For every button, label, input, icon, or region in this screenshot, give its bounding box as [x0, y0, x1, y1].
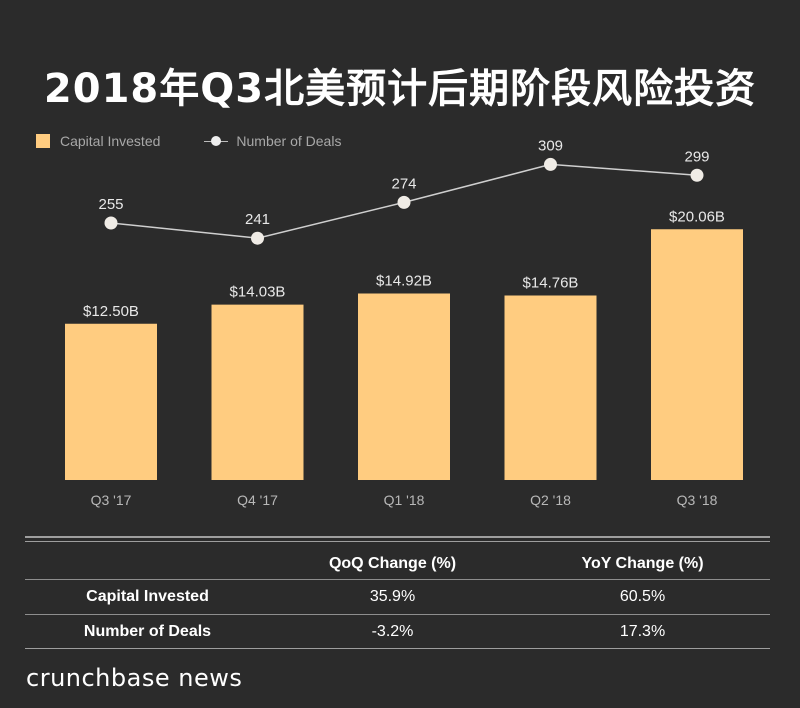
x-tick-label: Q3 '17	[91, 492, 132, 508]
bar-data-label: $14.76B	[523, 275, 579, 292]
legend-bar-swatch	[36, 134, 50, 148]
table-cell-yoy: 17.3%	[619, 623, 666, 640]
legend-line-marker-icon	[204, 134, 229, 148]
legend-line-label: Number of Deals	[236, 133, 342, 149]
deals-point	[690, 168, 704, 182]
deals-data-label: 255	[98, 196, 123, 213]
table-row: Capital Invested 35.9% 60.5%	[25, 580, 770, 615]
deals-data-label: 309	[538, 137, 563, 154]
table-cell-qoq: -3.2%	[371, 623, 414, 640]
bar-data-label: $20.06B	[669, 208, 725, 225]
table-row: Number of Deals -3.2% 17.3%	[25, 615, 770, 649]
table-header-yoy: YoY Change (%)	[581, 554, 704, 572]
deals-point	[397, 195, 411, 209]
table-cell-qoq: 35.9%	[369, 588, 416, 605]
x-tick-label: Q2 '18	[530, 492, 571, 508]
bar-data-label: $14.03B	[230, 284, 286, 301]
bar	[651, 229, 743, 480]
table-header-qoq: QoQ Change (%)	[328, 554, 457, 572]
bar-data-label: $14.92B	[376, 273, 432, 290]
table-row-label: Number of Deals	[83, 623, 212, 640]
deals-data-label: 299	[684, 148, 709, 165]
bar	[211, 304, 304, 480]
brand-logo-text: crunchbase news	[26, 664, 243, 692]
deals-data-label: 274	[391, 175, 416, 192]
deals-point	[104, 216, 118, 230]
table-top-rule	[25, 536, 770, 538]
legend-bar-label: Capital Invested	[60, 133, 161, 149]
change-table: QoQ Change (%) YoY Change (%) Capital In…	[25, 548, 770, 649]
table-top-rule-thin	[25, 541, 770, 542]
table-header-row: QoQ Change (%) YoY Change (%)	[25, 548, 770, 580]
table-cell-yoy: 60.5%	[619, 588, 666, 605]
chart-legend: Capital Invested Number of Deals	[36, 133, 341, 149]
table-bottom-rule	[25, 648, 770, 649]
x-tick-label: Q4 '17	[237, 492, 278, 508]
x-tick-label: Q1 '18	[384, 492, 425, 508]
table-row-label: Capital Invested	[86, 588, 209, 605]
x-tick-label: Q3 '18	[677, 492, 718, 508]
combo-chart: $12.50B $14.03B $14.92B $14.76B $20.06B Q3 '1…	[65, 137, 743, 508]
chart-title: 2018年Q3北美预计后期阶段风险投资	[43, 66, 757, 112]
bar	[504, 295, 597, 480]
bar	[358, 293, 450, 480]
deals-point	[251, 231, 264, 245]
deals-point	[544, 157, 557, 171]
deals-data-label: 241	[245, 211, 270, 228]
bar	[65, 323, 157, 480]
bar-data-label: $12.50B	[83, 303, 139, 320]
